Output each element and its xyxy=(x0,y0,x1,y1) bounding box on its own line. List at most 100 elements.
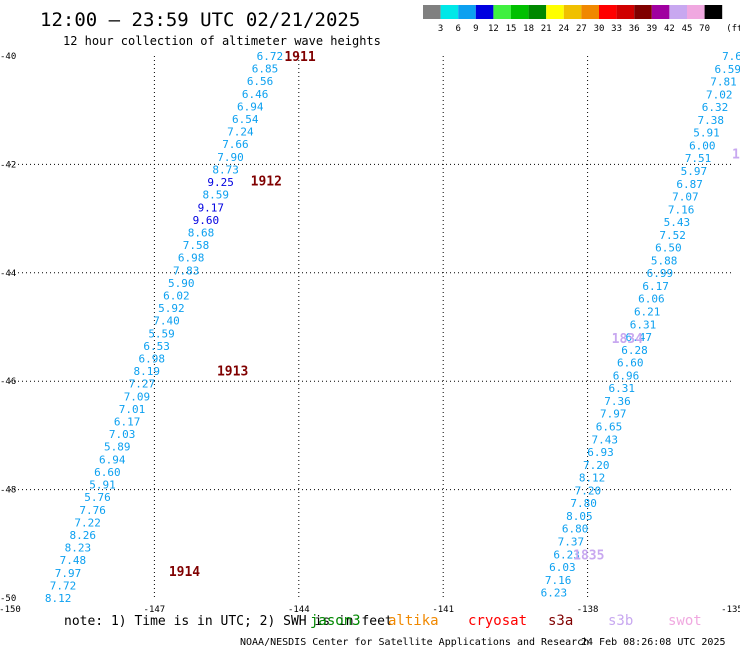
lat-tick-label: -44 xyxy=(0,269,16,279)
swh-value-label: 7.90 xyxy=(217,151,244,164)
swh-value-label: 6.53 xyxy=(143,340,170,353)
swh-value-label: 7.16 xyxy=(668,203,695,216)
swh-value-label: 7.24 xyxy=(227,126,254,139)
swh-value-label: 6.47 xyxy=(625,331,652,344)
pass-time-labels: 1911 1912 1913 1914 1834 1835 1 xyxy=(169,50,740,580)
swh-value-label: 6.98 xyxy=(178,252,205,265)
swh-value-label: 5.91 xyxy=(89,479,116,492)
swh-value-label: 7.20 xyxy=(583,459,610,472)
lat-tick-label: -40 xyxy=(0,52,16,62)
swh-value-label: 7.80 xyxy=(570,497,597,510)
swh-value-label: 8.12 xyxy=(579,472,606,485)
swh-value-label: 9.25 xyxy=(207,176,234,189)
pass-time-label: 1912 xyxy=(251,175,282,190)
swh-value-label: 7.01 xyxy=(119,403,146,416)
swh-value-label: 6.93 xyxy=(587,446,614,459)
axis-tick-labels: -150 -147 -144 -141 -138 -135 -40 -42 -44 -46 -48 -… xyxy=(0,52,740,615)
swh-value-label: 6.02 xyxy=(163,289,190,302)
legend-label: 15 xyxy=(506,24,517,34)
swh-value-label: 5.91 xyxy=(693,127,720,140)
legend-swatch xyxy=(493,5,511,19)
satellite-name-cryosat: cryosat xyxy=(468,613,527,629)
swh-value-label: 5.89 xyxy=(104,441,131,454)
swh-value-label: 7.22 xyxy=(74,516,101,529)
legend-swatch xyxy=(563,5,582,19)
footer-note: note: 1) Time is in UTC; 2) SWH is in fe… xyxy=(64,614,393,629)
lon-tick-label: -150 xyxy=(0,605,21,615)
swh-value-label: 6.31 xyxy=(630,318,657,331)
legend-unit: (ft) xyxy=(726,24,740,34)
legend-swatch xyxy=(599,5,617,19)
swh-value-label: 6.87 xyxy=(676,178,703,191)
pass-time-label: 1835 xyxy=(573,549,604,564)
swh-value-label: 6.23 xyxy=(541,587,568,600)
swh-value-label: 7.20 xyxy=(575,484,602,497)
swh-value-label: 9.60 xyxy=(193,214,220,227)
swh-value-label: 7.6 xyxy=(722,50,740,63)
satellite-legend: jason3 altika cryosat s3a s3b swot xyxy=(310,613,702,629)
pass-time-label: 1834 xyxy=(612,332,643,347)
swh-value-label: 7.40 xyxy=(153,315,180,328)
swh-value-label: 6.23 xyxy=(553,548,580,561)
swh-value-label: 8.05 xyxy=(566,510,593,523)
swh-value-label: 6.21 xyxy=(634,306,661,319)
pass-time-label: 1913 xyxy=(217,364,248,379)
swh-value-label: 8.73 xyxy=(212,163,239,176)
swh-value-label: 6.60 xyxy=(617,357,644,370)
swh-value-label: 7.43 xyxy=(592,433,619,446)
map-grid xyxy=(10,56,732,598)
swh-value-label: 6.32 xyxy=(702,101,729,114)
swh-value-label: 6.06 xyxy=(638,293,665,306)
swh-value-label: 7.37 xyxy=(558,535,585,548)
map-title: 12:00 – 23:59 UTC 02/21/2025 xyxy=(40,9,360,31)
lat-tick-label: -48 xyxy=(0,486,16,496)
swh-value-label: 8.23 xyxy=(65,542,92,555)
swh-value-label: 7.66 xyxy=(222,138,249,151)
legend-swatch xyxy=(634,5,652,19)
swh-value-label: 7.16 xyxy=(545,574,572,587)
swh-value-label: 7.48 xyxy=(60,554,87,567)
legend-label: 21 xyxy=(541,24,552,34)
swh-value-label: 6.72 xyxy=(257,50,284,63)
swh-value-label: 9.17 xyxy=(198,201,225,214)
swh-value-label: 6.50 xyxy=(655,242,682,255)
wave-height-tracks: 6.726.856.566.466.946.547.247.667.908.73… xyxy=(45,50,740,605)
lon-tick-label: -135 xyxy=(721,605,740,615)
pass-time-label: 1 xyxy=(732,148,740,163)
legend-swatch xyxy=(616,5,635,19)
legend-swatch xyxy=(704,5,723,19)
swh-value-label: 7.07 xyxy=(672,191,699,204)
map-subtitle: 12 hour collection of altimeter wave hei… xyxy=(63,34,381,48)
swh-value-label: 8.68 xyxy=(188,226,215,239)
legend-label: 24 xyxy=(558,24,569,34)
swh-value-label: 5.43 xyxy=(664,216,691,229)
swh-value-label: 5.59 xyxy=(148,327,175,340)
satellite-name-altika: altika xyxy=(388,613,439,629)
swh-value-label: 7.76 xyxy=(79,504,106,517)
legend-label: 36 xyxy=(629,24,640,34)
legend-label: 42 xyxy=(664,24,675,34)
swh-value-label: 7.09 xyxy=(124,390,151,403)
swh-value-label: 6.46 xyxy=(242,88,269,101)
swh-value-label: 5.97 xyxy=(681,165,708,178)
legend-swatch xyxy=(651,5,670,19)
swh-value-label: 6.17 xyxy=(642,280,669,293)
swh-value-label: 7.38 xyxy=(698,114,725,127)
swh-value-label: 6.65 xyxy=(596,420,623,433)
swh-value-label: 6.56 xyxy=(247,75,274,88)
swh-value-label: 7.58 xyxy=(183,239,210,252)
swh-value-label: 6.99 xyxy=(647,267,674,280)
legend-label: 70 xyxy=(699,24,710,34)
swh-value-label: 8.12 xyxy=(45,592,72,605)
legend-label: 9 xyxy=(473,24,478,34)
pass-time-label: 1911 xyxy=(284,50,315,65)
swh-value-label: 7.97 xyxy=(600,408,627,421)
legend-label: 12 xyxy=(488,24,499,34)
legend-swatch xyxy=(440,5,459,19)
swh-value-label: 5.76 xyxy=(84,491,111,504)
swh-value-label: 7.02 xyxy=(706,88,733,101)
satellite-name-s3b: s3b xyxy=(608,613,633,629)
lon-tick-label: -144 xyxy=(288,605,310,615)
swh-value-label: 8.19 xyxy=(134,365,161,378)
